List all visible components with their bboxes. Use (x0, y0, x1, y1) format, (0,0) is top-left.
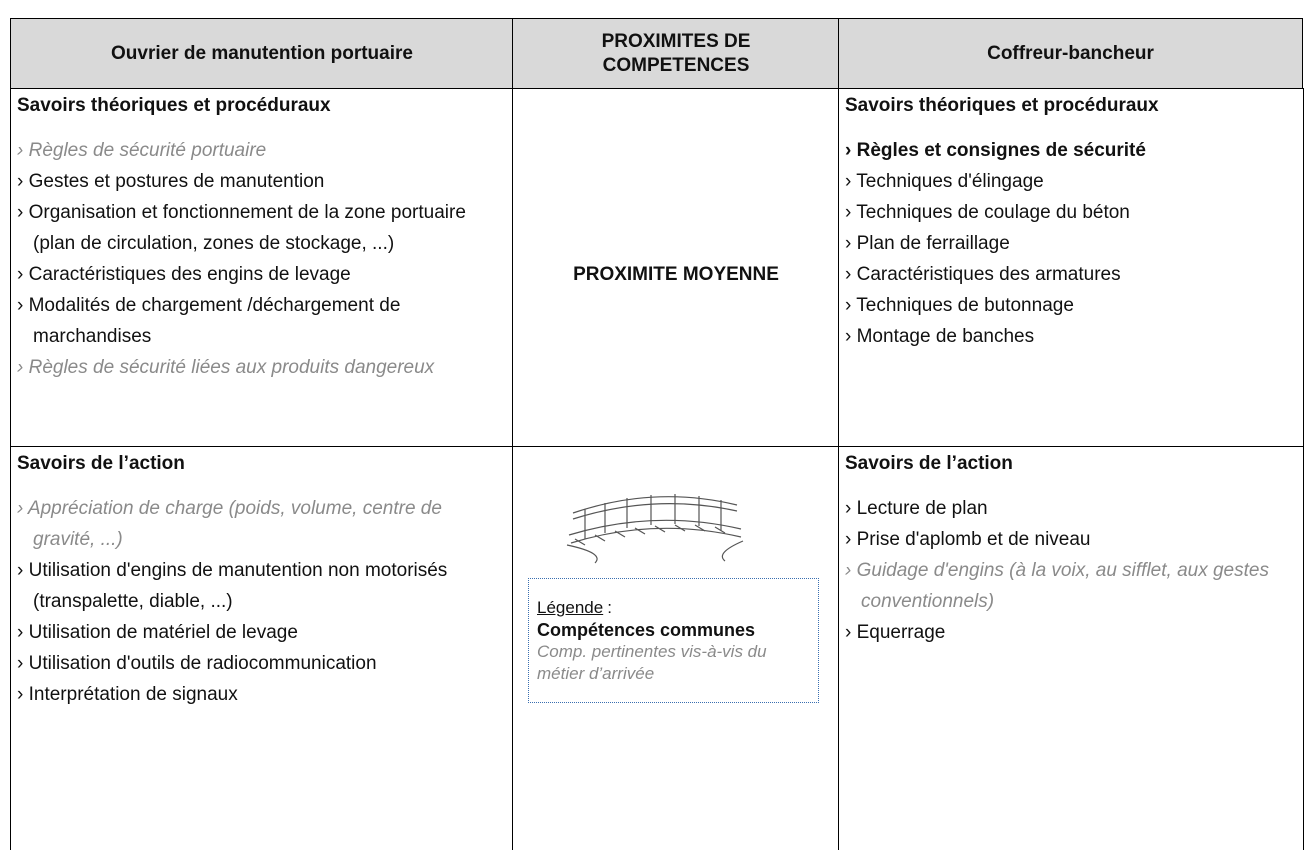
skill-item: › Organisation et fonctionnement de la z… (17, 202, 466, 254)
skill-item: › Prise d'aplomb et de niveau (845, 529, 1091, 550)
skill-item: › Montage de banches (845, 326, 1035, 347)
skill-item: › Techniques d'élingage (845, 171, 1044, 192)
skill-item: › Modalités de chargement /déchargement … (17, 295, 401, 347)
legend-box: Légende: Compétences communes Comp. pertin… (528, 578, 819, 703)
skill-item: › Techniques de butonnage (845, 295, 1074, 316)
header-cell: PROXIMITES DE COMPETENCES (512, 18, 839, 89)
column-cell: Savoirs théoriques et procéduraux › Règle… (838, 88, 1304, 446)
section-heading: Savoirs théoriques et procéduraux (17, 95, 331, 116)
skill-item: › Guidage d'engins (à la voix, au siffle… (845, 560, 1269, 612)
column-cell: Savoirs de l’action › Lecture de plan › Pr… (838, 446, 1304, 850)
middle-cell: Légende: Compétences communes Comp. pertin… (512, 446, 839, 850)
proximity-level: PROXIMITE MOYENNE (573, 263, 779, 285)
legend-common: Compétences communes (537, 620, 756, 640)
legend-separator: : (607, 598, 612, 617)
skill-item: › Plan de ferraillage (845, 233, 1010, 254)
skill-item: › Règles de sécurité portuaire (17, 140, 267, 161)
skill-item: › Utilisation d'engins de manutention no… (17, 560, 448, 612)
legend-title-line: Légende: (537, 597, 810, 619)
skill-item: › Caractéristiques des engins de levage (17, 264, 351, 285)
header-cell: Ouvrier de manutention portuaire (10, 18, 513, 89)
skill-item: › Interprétation de signaux (17, 684, 238, 705)
skill-item: › Techniques de coulage du béton (845, 202, 1130, 223)
bridge-illustration (566, 494, 744, 564)
skill-item: › Utilisation de matériel de levage (17, 622, 298, 643)
section-heading: Savoirs théoriques et procéduraux (845, 95, 1159, 116)
skill-item: › Règles de sécurité liées aux produits … (17, 357, 435, 378)
skill-item: › Caractéristiques des armatures (845, 264, 1121, 285)
legend-title: Légende (537, 598, 604, 617)
section-heading: Savoirs de l’action (845, 453, 1013, 474)
skill-item: › Règles et consignes de sécurité (845, 140, 1146, 161)
legend-relevant: Comp. pertinentes vis-à-vis du métier d’… (537, 642, 767, 683)
skill-item: › Gestes et postures de manutention (17, 171, 325, 192)
skill-item: › Equerrage (845, 622, 946, 643)
skill-item: › Lecture de plan (845, 498, 988, 519)
column-cell: Savoirs de l’action › Appréciation de cha… (10, 446, 513, 850)
header-cell: Coffreur-bancheur (838, 18, 1303, 89)
middle-cell: PROXIMITE MOYENNE (512, 88, 839, 446)
skill-item: › Utilisation d'outils de radiocommunica… (17, 653, 377, 674)
section-heading: Savoirs de l’action (17, 453, 185, 474)
column-cell: Savoirs théoriques et procéduraux › Règle… (10, 88, 513, 446)
skill-item: › Appréciation de charge (poids, volume,… (17, 498, 442, 550)
